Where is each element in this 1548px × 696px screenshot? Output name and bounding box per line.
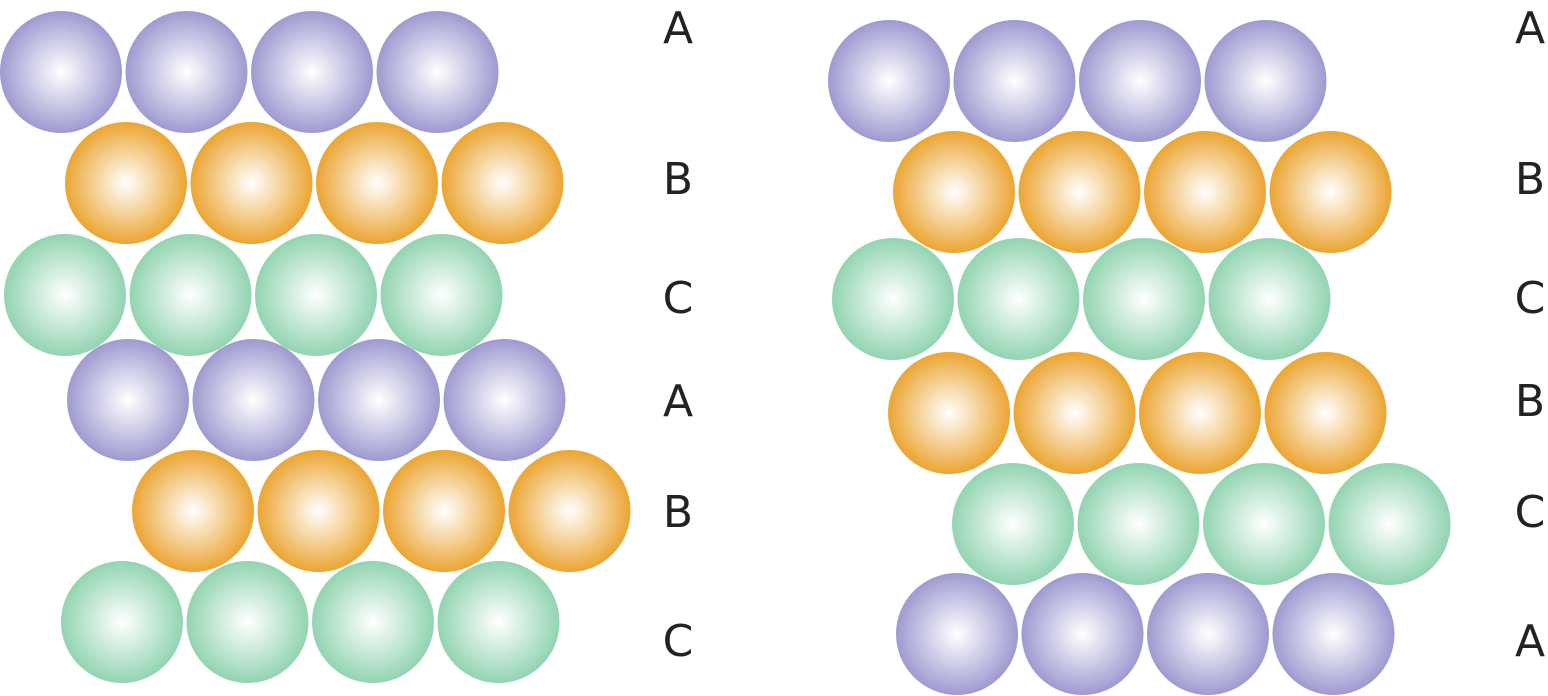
sphere-a <box>1272 573 1395 695</box>
layer-row-c: C <box>4 234 693 356</box>
layer-label: A <box>663 376 693 427</box>
sphere-b <box>316 122 438 244</box>
sphere-a <box>318 339 440 461</box>
layer-label: B <box>663 487 693 538</box>
sphere-c <box>957 238 1080 360</box>
sphere-c <box>952 463 1074 585</box>
sphere-c <box>255 234 377 356</box>
layer-row-a: A <box>828 3 1545 142</box>
layer-row-c: C <box>832 238 1545 360</box>
layer-row-a: A <box>0 3 693 133</box>
sphere-b <box>508 450 631 572</box>
layer-label: C <box>1515 273 1546 324</box>
sphere-b <box>1139 352 1261 474</box>
layer-row-c: C <box>952 463 1545 585</box>
left-stack: A B C A B C <box>0 3 693 683</box>
sphere-a <box>67 339 189 461</box>
sphere-a <box>896 573 1018 695</box>
layer-label: C <box>1515 487 1546 538</box>
layer-label: B <box>663 154 693 205</box>
sphere-b <box>441 122 564 244</box>
right-stack: A B C B C A <box>828 3 1545 695</box>
sphere-a <box>1021 573 1144 695</box>
sphere-a <box>1079 20 1201 142</box>
sphere-a <box>125 11 248 133</box>
sphere-b <box>65 122 187 244</box>
sphere-a <box>1204 20 1327 142</box>
sphere-c <box>1083 238 1205 360</box>
layer-row-a: A <box>67 339 693 461</box>
sphere-b <box>132 450 254 572</box>
sphere-a <box>251 11 373 133</box>
layer-label: A <box>1515 3 1545 54</box>
sphere-c <box>437 561 560 683</box>
sphere-b <box>1264 352 1387 474</box>
sphere-c <box>129 234 252 356</box>
sphere-b <box>1018 131 1141 253</box>
sphere-c <box>1328 463 1451 585</box>
layer-label: A <box>663 3 693 54</box>
sphere-b <box>893 131 1015 253</box>
sphere-a <box>1147 573 1269 695</box>
sphere-a <box>953 20 1076 142</box>
sphere-c <box>1208 238 1331 360</box>
sphere-b <box>1269 131 1392 253</box>
sphere-a <box>443 339 566 461</box>
layer-row-b: B <box>65 122 693 244</box>
sphere-a <box>0 11 122 133</box>
layer-row-b: B <box>893 131 1545 253</box>
sphere-c <box>186 561 309 683</box>
sphere-c <box>61 561 183 683</box>
sphere-c <box>4 234 126 356</box>
sphere-a <box>828 20 950 142</box>
sphere-b <box>190 122 313 244</box>
sphere-a <box>192 339 315 461</box>
layer-label: C <box>663 616 694 667</box>
layer-label: A <box>1515 616 1545 667</box>
layer-row-b: B <box>888 352 1545 474</box>
layer-label: B <box>1515 376 1545 427</box>
sphere-b <box>1013 352 1136 474</box>
sphere-c <box>380 234 503 356</box>
sphere-c <box>832 238 954 360</box>
sphere-c <box>1203 463 1325 585</box>
sphere-b <box>257 450 380 572</box>
sphere-b <box>888 352 1010 474</box>
sphere-a <box>376 11 499 133</box>
sphere-c <box>312 561 434 683</box>
layer-row-b: B <box>132 450 693 572</box>
layer-label: B <box>1515 154 1545 205</box>
layer-label: C <box>663 273 694 324</box>
sphere-c <box>1077 463 1200 585</box>
sphere-b <box>383 450 505 572</box>
layer-row-a: A <box>896 573 1545 695</box>
sphere-b <box>1144 131 1266 253</box>
layer-row-c: C <box>61 561 693 683</box>
